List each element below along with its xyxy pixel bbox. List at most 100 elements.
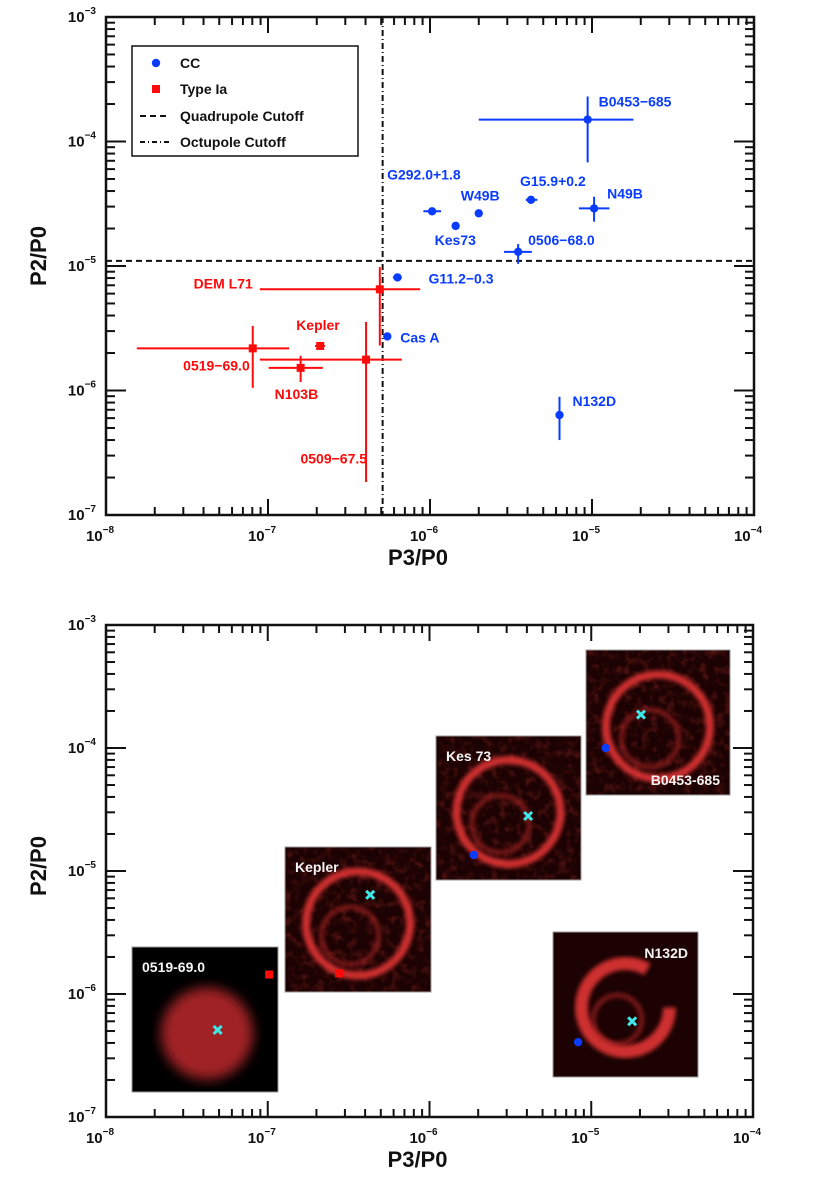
point-label: 0509−67.5 xyxy=(300,451,367,467)
inset-picture xyxy=(553,932,698,1077)
y-tick-label: 10−7 xyxy=(68,504,97,524)
bottom-plot: 10−8 10−7 10−6 10−5 10−410−710−610−510−410−3… xyxy=(26,614,761,1172)
point-marker xyxy=(555,410,564,420)
centroid-cross-icon xyxy=(365,889,376,900)
x-axis-title: P3/P0 xyxy=(388,1147,448,1172)
data-point: G11.2−0.3 xyxy=(392,270,494,286)
cross-stroke xyxy=(523,810,534,822)
x-tick-label: 10−8 xyxy=(86,525,115,545)
remnant-marker xyxy=(469,850,479,860)
cross-stroke xyxy=(365,889,376,900)
remnant-inner-structure xyxy=(318,904,382,967)
point-label: Kepler xyxy=(296,317,340,333)
inset-border xyxy=(435,735,582,881)
inset-border xyxy=(585,649,731,796)
inset-border xyxy=(131,946,279,1093)
axes: 10−8 10−7 10−6 10−5 10−410−710−610−510−410−3… xyxy=(26,6,762,570)
inset-image: N132D xyxy=(552,931,699,1078)
point-label: 0506−68.0 xyxy=(528,232,595,248)
point-label: N49B xyxy=(607,185,643,201)
y-axis-title: P2/P0 xyxy=(26,226,51,286)
x-tick-label: 10−5 xyxy=(571,1127,600,1147)
x-tick-label: 10−6 xyxy=(410,525,439,545)
remnant-inner-structure xyxy=(618,707,682,770)
centroid-cross-icon xyxy=(627,1016,638,1027)
cross-stroke xyxy=(627,1016,638,1027)
inset-image: B0453-685 xyxy=(585,649,731,796)
x-axis-title: P3/P0 xyxy=(388,545,448,570)
inset-image: 0519-69.0 xyxy=(131,946,279,1093)
remnant-shell xyxy=(602,670,714,783)
inset-picture xyxy=(285,847,431,992)
remnant-marker xyxy=(573,1037,583,1047)
plot-frame xyxy=(104,15,756,517)
legend-label: CC xyxy=(180,55,200,71)
point-label: Cas A xyxy=(400,329,439,345)
point-marker xyxy=(362,355,371,364)
remnant-marker xyxy=(335,969,344,978)
y-tick-label: 10−3 xyxy=(68,614,97,634)
legend: CC Type Ia Quadrupole Cutoff Octupole Cutof… xyxy=(131,45,359,157)
point-marker xyxy=(589,204,599,213)
x-tick-label: 10−4 xyxy=(733,1127,762,1147)
legend-label: Type Ia xyxy=(180,81,227,97)
point-label: G11.2−0.3 xyxy=(428,270,493,286)
point-label: DEM L71 xyxy=(194,275,253,291)
data-point: 0519−69.0 xyxy=(136,325,290,388)
centroid-cross-icon xyxy=(523,810,534,822)
x-tick-label: 10−6 xyxy=(409,1127,438,1147)
data-point: Kes73 xyxy=(435,221,476,248)
cross-stroke xyxy=(635,709,647,720)
data-point: Kepler xyxy=(296,317,340,350)
remnant-shell xyxy=(302,867,414,980)
remnant-emission xyxy=(161,987,253,1080)
data-point: G15.9+0.2 xyxy=(520,173,586,205)
point-marker xyxy=(427,207,437,216)
point-marker xyxy=(248,344,257,353)
data-point: 0509−67.5 xyxy=(259,321,402,483)
axes: 10−8 10−7 10−6 10−5 10−410−710−610−510−410−3… xyxy=(26,614,761,1172)
y-tick-label: 10−4 xyxy=(68,131,97,151)
inset-picture xyxy=(586,650,730,795)
data-point: W49B xyxy=(461,187,500,218)
data-point: N49B xyxy=(578,185,643,222)
inset-border xyxy=(284,846,432,993)
point-label: Kes73 xyxy=(435,232,476,248)
y-tick-label: 10−7 xyxy=(68,1106,97,1126)
point-marker xyxy=(583,115,592,124)
point-label: W49B xyxy=(461,187,500,203)
y-tick-label: 10−6 xyxy=(68,983,97,1003)
point-marker xyxy=(526,195,536,205)
data-point: B0453−685 xyxy=(478,94,672,163)
inset-picture xyxy=(132,947,278,1092)
remnant-inner-structure xyxy=(590,992,645,1047)
remnant-inner-structure xyxy=(469,792,532,856)
data-point: DEM L71 xyxy=(194,267,421,346)
centroid-cross-icon xyxy=(212,1024,223,1036)
x-tick-label: 10−4 xyxy=(734,525,763,545)
inset-image: Kes 73 xyxy=(435,735,582,881)
point-marker xyxy=(474,209,483,218)
inset-image: Kepler xyxy=(284,846,432,993)
point-label: N132D xyxy=(572,393,616,409)
x-tick-label: 10−7 xyxy=(248,1127,277,1147)
point-marker xyxy=(375,285,384,294)
point-marker xyxy=(316,341,325,350)
plot-frame xyxy=(104,623,755,1119)
y-tick-label: 10−3 xyxy=(68,6,97,26)
point-marker xyxy=(296,363,305,372)
y-tick-label: 10−6 xyxy=(68,380,97,400)
centroid-cross-icon xyxy=(635,709,647,720)
point-label: G292.0+1.8 xyxy=(387,166,461,182)
y-tick-label: 10−5 xyxy=(68,255,97,275)
x-tick-label: 10−8 xyxy=(86,1127,115,1147)
series-type-ia: DEM L71 Kepler 0519−69.0 N103B 0509−67.5 xyxy=(136,267,421,483)
data-point: N103B xyxy=(268,355,323,402)
inset-label: N132D xyxy=(644,945,688,961)
point-marker xyxy=(383,332,392,341)
point-label: N103B xyxy=(275,386,319,402)
point-label: B0453−685 xyxy=(599,94,672,110)
cross-stroke xyxy=(212,1024,223,1036)
